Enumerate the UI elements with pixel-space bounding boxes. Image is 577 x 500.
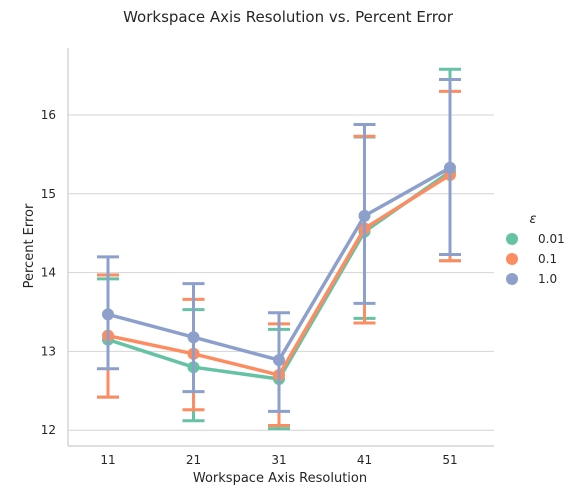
legend-label: 0.01 bbox=[538, 232, 565, 246]
legend-item: 0.01 bbox=[506, 232, 565, 246]
y-tick-label: 13 bbox=[41, 344, 56, 358]
y-tick-labels: 12 13 14 15 16 bbox=[41, 108, 56, 437]
legend: ε 0.01 0.1 1.0 bbox=[506, 212, 565, 286]
y-tick-label: 12 bbox=[41, 423, 56, 437]
y-tick-label: 16 bbox=[41, 108, 56, 122]
chart-title: Workspace Axis Resolution vs. Percent Er… bbox=[123, 8, 454, 26]
data-point bbox=[273, 354, 285, 367]
data-point bbox=[102, 308, 114, 321]
y-tick-label: 14 bbox=[41, 266, 56, 280]
x-tick-label: 11 bbox=[100, 453, 115, 467]
data-point bbox=[358, 209, 371, 222]
x-tick-label: 21 bbox=[186, 453, 201, 467]
x-tick-label: 51 bbox=[442, 453, 457, 467]
legend-item: 0.1 bbox=[506, 252, 557, 266]
legend-label: 0.1 bbox=[538, 252, 557, 266]
x-tick-label: 41 bbox=[357, 453, 372, 467]
x-tick-labels: 11 21 31 41 51 bbox=[100, 453, 457, 467]
data-point bbox=[444, 161, 456, 174]
series-1.0 bbox=[97, 78, 461, 413]
legend-marker bbox=[506, 253, 518, 265]
axes bbox=[67, 48, 494, 447]
y-tick-label: 15 bbox=[41, 187, 56, 201]
x-axis-label: Workspace Axis Resolution bbox=[193, 471, 367, 486]
y-axis-label: Percent Error bbox=[22, 203, 37, 288]
legend-title: ε bbox=[529, 212, 536, 227]
x-tick-label: 31 bbox=[271, 453, 286, 467]
legend-marker bbox=[506, 233, 518, 245]
data-point bbox=[187, 331, 200, 344]
plot-area bbox=[97, 67, 461, 431]
legend-marker bbox=[506, 273, 518, 285]
legend-item: 1.0 bbox=[506, 272, 557, 286]
legend-label: 1.0 bbox=[538, 272, 557, 286]
